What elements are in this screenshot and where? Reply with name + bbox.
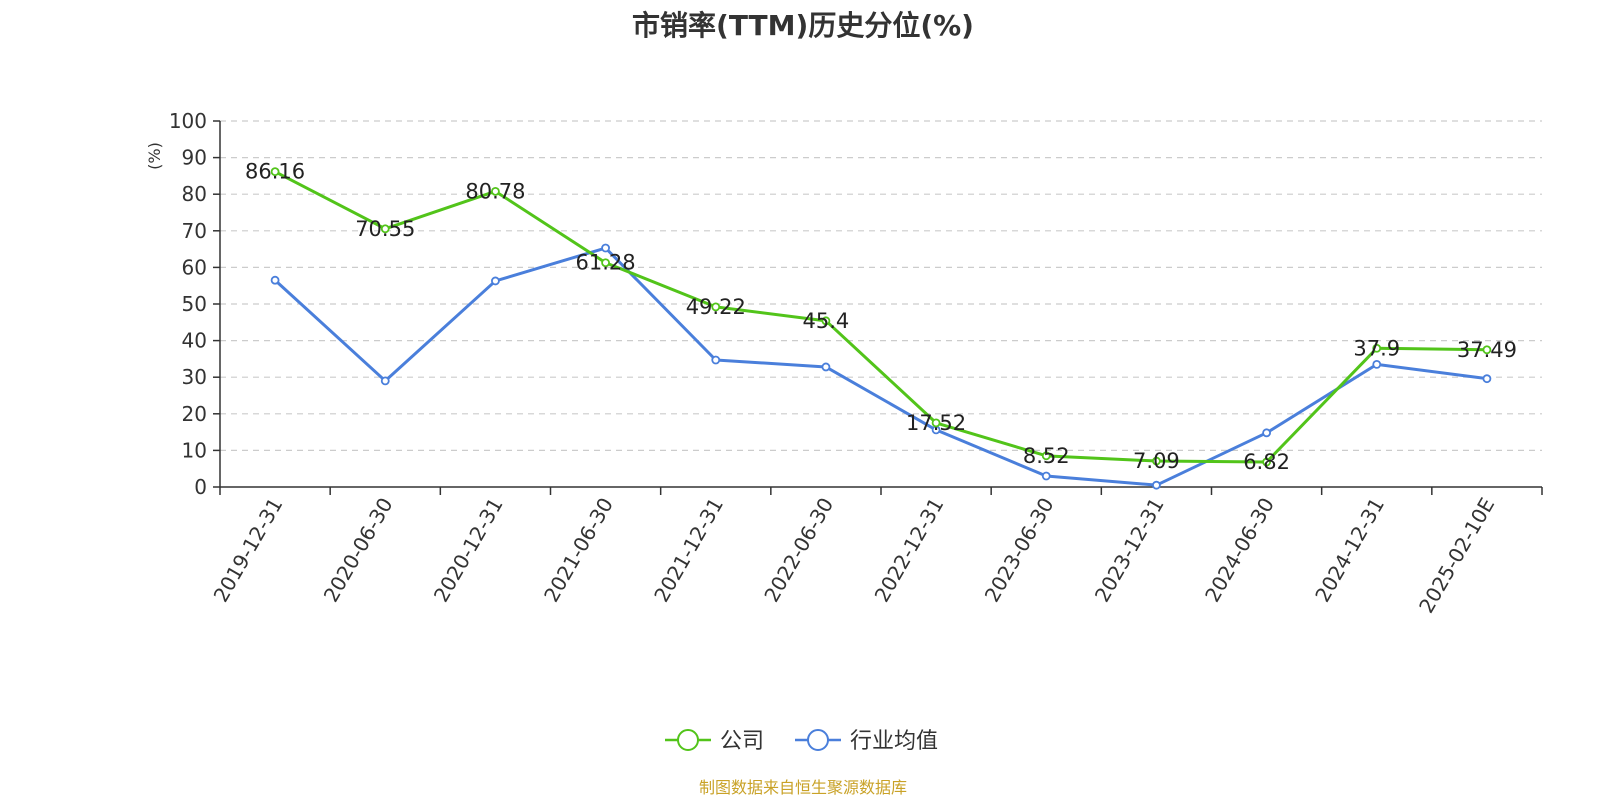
data-label: 80.78: [465, 179, 525, 203]
source-note: 制图数据来自恒生聚源数据库: [699, 778, 907, 797]
legend-label: 行业均值: [850, 729, 938, 754]
data-label: 86.16: [245, 160, 305, 184]
series-point[interactable]: [1372, 359, 1382, 369]
data-label: 70.55: [355, 217, 415, 241]
y-tick-label: 80: [182, 182, 207, 206]
y-tick-label: 50: [182, 292, 207, 316]
x-tick-label: 2020-06-30: [319, 494, 398, 607]
y-tick-label: 40: [182, 329, 207, 353]
x-tick-label: 2023-06-30: [980, 494, 1059, 607]
x-tick-label: 2019-12-31: [209, 494, 288, 607]
data-label: 17.52: [906, 411, 966, 435]
series-point[interactable]: [1372, 343, 1382, 353]
x-tick-label: 2022-06-30: [759, 494, 838, 607]
x-tick-label: 2020-12-31: [429, 493, 508, 606]
data-label: 49.22: [686, 295, 746, 319]
y-tick-label: 90: [182, 146, 207, 170]
y-tick-label: 30: [182, 365, 207, 389]
data-label: 7.09: [1133, 449, 1180, 473]
grid-lines: [220, 120, 1542, 451]
chart-title: 市销率(TTM)历史分位(%): [632, 9, 974, 42]
data-label: 37.9: [1353, 336, 1400, 360]
series-point[interactable]: [1152, 480, 1161, 490]
series-point[interactable]: [931, 418, 941, 428]
legend-label: 公司: [720, 729, 764, 754]
data-label: 6.82: [1243, 450, 1290, 474]
y-tick-label: 0: [194, 475, 207, 499]
series-point[interactable]: [1152, 456, 1161, 466]
series-point[interactable]: [1041, 471, 1051, 481]
data-label: 45.4: [803, 309, 850, 333]
series-point[interactable]: [821, 316, 831, 326]
series-point[interactable]: [1262, 457, 1271, 467]
series-point[interactable]: [270, 275, 280, 285]
legend[interactable]: 公司 行业均值: [665, 729, 938, 754]
x-tick-label: 2024-06-30: [1200, 494, 1279, 607]
y-tick-label: 20: [182, 402, 207, 426]
series-point[interactable]: [270, 167, 280, 177]
legend-circle-icon: [807, 729, 829, 751]
series-point[interactable]: [711, 355, 721, 365]
series-lines: [270, 167, 1492, 490]
x-tick-label: 2025-02-10E: [1414, 494, 1499, 618]
series-line-1: [274, 246, 1488, 487]
series-point[interactable]: [491, 186, 500, 196]
series-line-0: [274, 170, 1487, 464]
data-labels: 86.16 70.55 80.78 61.28 49.22 45.4 17.52 8.52 7.…: [245, 160, 1517, 474]
series-point[interactable]: [1482, 374, 1492, 384]
x-tick-label: 2023-12-31: [1090, 494, 1169, 607]
x-tick-label: 2021-12-31: [649, 494, 728, 607]
legend-item-1[interactable]: 行业均值: [795, 729, 938, 754]
series-point[interactable]: [601, 243, 610, 253]
data-label: 8.52: [1023, 444, 1070, 468]
series-point[interactable]: [1041, 451, 1051, 461]
series-point[interactable]: [1482, 345, 1492, 355]
y-axis-label: (%): [145, 142, 164, 170]
series-point[interactable]: [380, 376, 390, 386]
legend-item-0[interactable]: 公司: [665, 729, 764, 754]
y-tick-label: 100: [169, 109, 207, 133]
series-point[interactable]: [491, 276, 500, 286]
x-tick-label: 2022-12-31: [870, 493, 949, 606]
series-point[interactable]: [380, 224, 390, 234]
y-tick-label: 70: [182, 219, 207, 243]
data-label: 37.49: [1457, 338, 1517, 362]
x-tick-label: 2024-12-31: [1310, 494, 1389, 607]
series-point[interactable]: [711, 302, 721, 312]
data-label: 61.28: [576, 251, 636, 275]
x-tick-label: 2021-06-30: [539, 494, 618, 607]
series-point[interactable]: [601, 258, 610, 268]
axes: 0 10 20 30 40 50 60 70 80 90 100 2019-12-31 2020-06-…: [169, 109, 1543, 618]
y-tick-label: 10: [182, 438, 207, 462]
y-tick-label: 60: [182, 255, 207, 279]
legend-circle-icon: [677, 729, 699, 751]
series-point[interactable]: [1262, 428, 1271, 438]
series-point[interactable]: [821, 362, 831, 372]
